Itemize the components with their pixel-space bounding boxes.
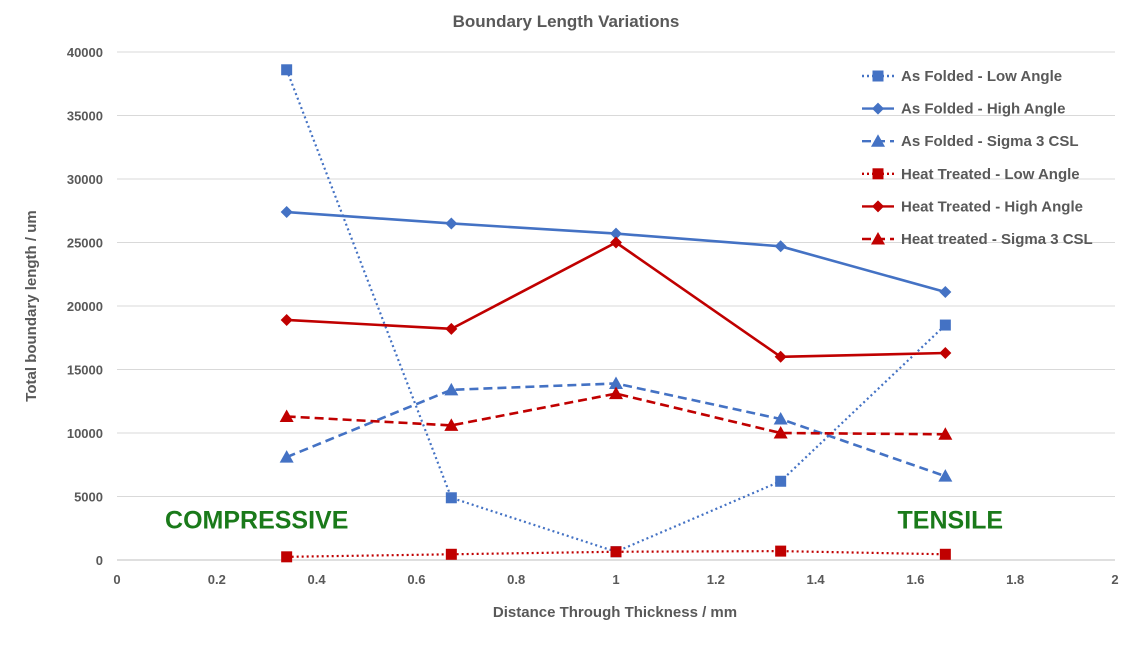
series-line (285, 69, 947, 553)
series-4 (281, 545, 951, 563)
legend-label: As Folded - Low Angle (901, 68, 1062, 85)
series-1 (281, 64, 951, 558)
y-tick-label: 0 (96, 553, 103, 568)
data-point (444, 382, 459, 396)
x-tick-label: 2 (1111, 572, 1118, 587)
data-point (773, 426, 788, 439)
x-tick-label: 0 (113, 572, 120, 587)
data-point (938, 469, 953, 482)
y-tick-label: 20000 (67, 299, 103, 314)
legend-label: As Folded - Sigma 3 CSL (901, 133, 1079, 150)
data-point (775, 475, 787, 487)
data-point (609, 386, 623, 400)
annotation-tensile: TENSILE (898, 506, 1004, 534)
x-tick-label: 0.2 (208, 572, 226, 587)
data-point (774, 350, 787, 363)
data-point (939, 319, 951, 331)
series-6 (279, 386, 953, 440)
legend-item: Heat Treated - Low Angle (862, 166, 1080, 183)
y-tick-label: 40000 (67, 45, 103, 60)
series-line (286, 392, 946, 436)
data-point (279, 409, 294, 422)
legend-marker (872, 102, 884, 115)
y-tick-label: 15000 (67, 363, 103, 378)
data-point (280, 206, 293, 219)
gridlines (117, 51, 1115, 497)
data-point (445, 492, 457, 504)
series-5 (280, 236, 952, 363)
data-point (939, 286, 952, 299)
y-tick-label: 25000 (67, 236, 103, 251)
legend-marker (872, 70, 884, 82)
x-tick-labels: 0 0.2 0.4 0.6 0.8 1 1.2 1.4 1.6 1.8 2 (113, 572, 1118, 587)
data-point (445, 217, 458, 230)
chart-title: Boundary Length Variations (453, 12, 680, 31)
data-point (939, 548, 951, 560)
y-tick-label: 35000 (67, 109, 103, 124)
x-tick-label: 1.4 (807, 572, 826, 587)
annotation-compressive: COMPRESSIVE (165, 506, 348, 534)
data-point (281, 64, 293, 76)
data-point (939, 346, 952, 359)
x-tick-label: 0.4 (308, 572, 327, 587)
x-tick-label: 1.6 (906, 572, 924, 587)
data-point (609, 376, 623, 389)
y-tick-label: 5000 (74, 490, 103, 505)
y-tick-labels: 0 5000 10000 15000 20000 25000 30000 35000 40000 (67, 45, 103, 568)
legend-item: As Folded - Sigma 3 CSL (862, 133, 1079, 150)
data-point (444, 418, 459, 431)
data-point (280, 313, 293, 326)
legend-item: Heat treated - Sigma 3 CSL (862, 231, 1093, 248)
legend-marker (871, 232, 885, 245)
legend-marker (872, 168, 884, 180)
legend: As Folded - Low Angle As Folded - High An… (862, 68, 1093, 248)
series-line (286, 210, 946, 294)
annotations: COMPRESSIVE TENSILE (165, 506, 1003, 534)
data-point (938, 427, 953, 440)
series-3 (279, 376, 953, 482)
data-point (610, 236, 622, 249)
series-2 (280, 206, 952, 299)
x-axis-label: Distance Through Thickness / mm (493, 604, 737, 621)
legend-marker (872, 200, 884, 213)
y-tick-label: 10000 (67, 426, 103, 441)
data-point (281, 551, 293, 563)
x-tick-label: 1 (612, 572, 619, 587)
x-tick-label: 0.6 (407, 572, 425, 587)
data-point (610, 227, 622, 240)
data-point (774, 240, 787, 253)
series-layer (279, 64, 953, 563)
y-tick-label: 30000 (67, 172, 103, 187)
data-point (775, 545, 787, 557)
data-point (279, 450, 294, 463)
series-line (286, 241, 946, 359)
data-point (445, 548, 457, 560)
legend-marker (871, 134, 885, 147)
x-tick-label: 0.8 (507, 572, 525, 587)
data-point (610, 546, 622, 558)
x-tick-label: 1.8 (1006, 572, 1024, 587)
legend-label: Heat Treated - Low Angle (901, 166, 1080, 183)
legend-label: Heat treated - Sigma 3 CSL (901, 231, 1093, 248)
legend-label: As Folded - High Angle (901, 101, 1065, 118)
data-point (445, 322, 458, 335)
legend-item: Heat Treated - High Angle (862, 198, 1083, 215)
legend-label: Heat Treated - High Angle (901, 198, 1083, 215)
legend-item: As Folded - Low Angle (862, 68, 1062, 85)
data-point (773, 412, 788, 425)
x-tick-label: 1.2 (707, 572, 725, 587)
y-axis-label: Total boundary length / um (23, 210, 40, 401)
legend-item: As Folded - High Angle (862, 101, 1065, 118)
